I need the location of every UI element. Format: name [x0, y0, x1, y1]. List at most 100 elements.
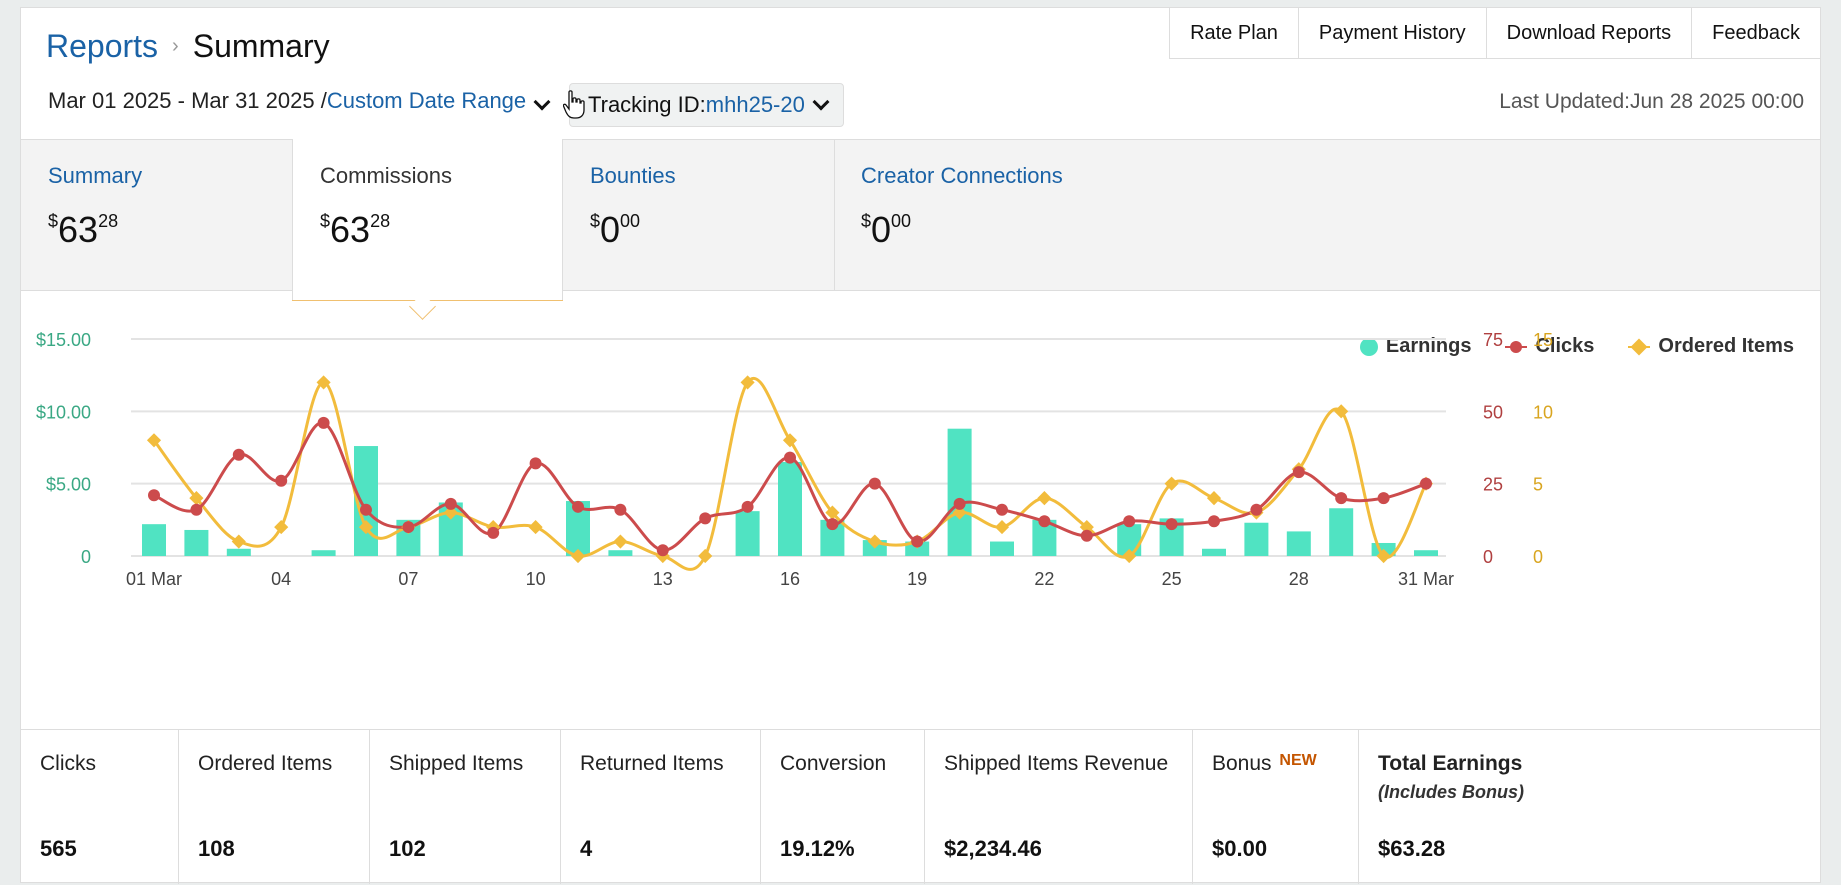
- clicks-point: [868, 477, 881, 490]
- metric-bonus-label: Bonus NEW: [1212, 752, 1358, 776]
- download-reports-link[interactable]: Download Reports: [1487, 8, 1693, 58]
- clicks-point: [190, 503, 203, 516]
- x-axis-tick: 22: [1034, 569, 1054, 589]
- tab-bounties-label: Bounties: [590, 163, 676, 188]
- legend-ordered-swatch: [1628, 338, 1651, 355]
- metric-returned-items: Returned Items 4: [561, 730, 761, 884]
- last-updated: Last Updated:Jun 28 2025 00:00: [1499, 90, 1804, 113]
- tracking-id-dropdown[interactable]: Tracking ID: mhh25-20: [569, 83, 844, 127]
- clicks-point: [1123, 515, 1136, 528]
- ordered-items-point: [528, 519, 543, 535]
- tracking-id-label: Tracking ID:: [588, 92, 706, 117]
- x-axis-tick: 13: [653, 569, 673, 589]
- ordered-items-point: [1376, 548, 1391, 564]
- page-title: Summary: [192, 28, 330, 64]
- tab-creator-connections[interactable]: Creator Connections $000: [834, 139, 1234, 291]
- earnings-bar: [947, 428, 972, 556]
- left-axis-tick: $10.00: [36, 402, 91, 422]
- earnings-bar: [311, 550, 336, 556]
- tab-creator-connections-label: Creator Connections: [861, 163, 1063, 188]
- clicks-point: [444, 497, 457, 510]
- legend-clicks-swatch: [1505, 340, 1528, 354]
- earnings-chart: 0 $5.00 $10.00 $15.00 0 25 50 75 0 5 10 15 01 Mar 04 0…: [36, 330, 1553, 589]
- clicks-point: [360, 503, 372, 516]
- right-axis-clicks-tick: 25: [1483, 475, 1503, 495]
- metric-returned-items-label: Returned Items: [580, 752, 724, 775]
- tab-summary-label: Summary: [48, 163, 143, 188]
- ordered-items-point: [1079, 519, 1094, 535]
- right-axis-ordered-tick: 0: [1533, 547, 1543, 567]
- ordered-items-point: [358, 519, 374, 535]
- clicks-point: [826, 518, 839, 531]
- clicks-point: [1292, 466, 1305, 479]
- tab-commissions[interactable]: Commissions $6328: [292, 139, 563, 301]
- earnings-bar: [1286, 531, 1311, 556]
- metric-bonus-label-text: Bonus: [1212, 752, 1272, 775]
- metric-conversion: Conversion 19.12%: [761, 730, 925, 884]
- tab-divider: [834, 139, 835, 291]
- ordered-items-point: [1037, 491, 1052, 506]
- clicks-point: [614, 503, 627, 516]
- custom-date-range-dropdown[interactable]: Custom Date Range: [327, 88, 554, 114]
- legend-clicks[interactable]: Clicks: [1505, 335, 1594, 358]
- metric-shipped-items-value: 102: [389, 836, 426, 861]
- ordered-items-point: [316, 375, 331, 390]
- right-axis-ordered-tick: 15: [1533, 330, 1553, 350]
- right-axis-clicks-tick: 50: [1483, 402, 1503, 422]
- metric-total-earnings-label: Total Earnings: [1378, 752, 1523, 775]
- clicks-point: [953, 497, 966, 510]
- breadcrumb-separator: ›: [172, 35, 179, 57]
- ordered-items-point: [1122, 548, 1137, 564]
- ordered-items-point: [740, 375, 755, 390]
- left-axis-tick: 0: [81, 547, 91, 567]
- ordered-items-point: [189, 491, 204, 506]
- metric-returned-items-value: 4: [580, 836, 593, 861]
- clicks-point: [741, 500, 754, 513]
- clicks-point: [148, 489, 160, 502]
- earnings-bar: [1202, 548, 1226, 556]
- metrics-bar: Clicks 565 Ordered Items 108 Shipped Ite…: [21, 729, 1820, 884]
- earnings-bar: [608, 550, 633, 556]
- metric-clicks-value: 565: [40, 836, 77, 861]
- legend-earnings-swatch: [1359, 337, 1378, 356]
- metric-clicks-label: Clicks: [40, 752, 96, 775]
- clicks-point: [1420, 477, 1432, 490]
- breadcrumb-reports-link[interactable]: Reports: [46, 28, 159, 64]
- metric-bonus: Bonus NEW $0.00: [1193, 730, 1359, 884]
- right-axis-clicks-tick: 0: [1483, 547, 1493, 567]
- tab-bounties[interactable]: Bounties $000: [563, 139, 834, 291]
- earnings-bar: [1329, 508, 1354, 556]
- earnings-bar: [778, 461, 802, 556]
- earnings-bar: [1414, 550, 1438, 556]
- clicks-point: [996, 503, 1008, 516]
- right-axis-ordered-tick: 10: [1533, 402, 1553, 422]
- ordered-items-point: [994, 519, 1010, 535]
- x-axis-tick: 28: [1289, 569, 1309, 589]
- earnings-bar: [184, 529, 209, 556]
- ordered-items-point: [825, 505, 840, 520]
- x-axis-tick: 04: [271, 569, 291, 589]
- ordered-items-point: [782, 433, 798, 448]
- clicks-point: [1165, 518, 1178, 531]
- chart-legend: Earnings Clicks Ordered Items: [1359, 335, 1794, 358]
- left-axis-tick: $15.00: [36, 330, 91, 350]
- clicks-point: [232, 448, 245, 461]
- rate-plan-link[interactable]: Rate Plan: [1170, 8, 1299, 58]
- date-range: Mar 01 2025 - Mar 31 2025 / Custom Date …: [48, 88, 554, 114]
- metric-conversion-label: Conversion: [780, 752, 887, 775]
- ordered-items-point: [1334, 404, 1349, 419]
- top-nav: Rate Plan Payment History Download Repor…: [1169, 8, 1820, 59]
- metric-ordered-items-value: 108: [198, 836, 235, 861]
- legend-earnings[interactable]: Earnings: [1359, 335, 1471, 358]
- tab-bounties-amount: $000: [590, 209, 641, 250]
- legend-ordered-items[interactable]: Ordered Items: [1628, 335, 1794, 358]
- metric-shipped-revenue-label: Shipped Items Revenue: [944, 752, 1169, 775]
- feedback-link[interactable]: Feedback: [1712, 22, 1800, 44]
- earnings-bar: [226, 548, 251, 556]
- payment-history-link[interactable]: Payment History: [1299, 8, 1487, 58]
- x-axis-tick: 25: [1162, 569, 1182, 589]
- tracking-id-value: mhh25-20: [705, 92, 805, 117]
- tab-summary[interactable]: Summary $6328: [21, 139, 292, 291]
- custom-date-range-label: Custom Date Range: [326, 88, 527, 113]
- metric-shipped-items: Shipped Items 102: [370, 730, 561, 884]
